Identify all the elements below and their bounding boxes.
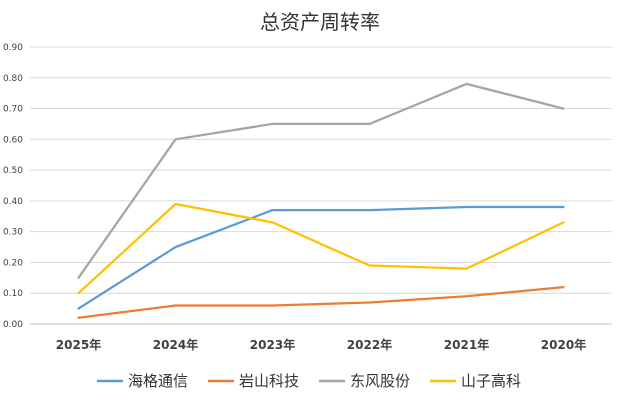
y-tick-label: 0.30 [3, 228, 23, 238]
x-tick-label: 2025年 [56, 337, 101, 352]
y-tick-label: 0.60 [3, 135, 23, 145]
legend-label: 岩山科技 [239, 372, 299, 390]
x-tick-label: 2024年 [153, 337, 198, 352]
chart-title: 总资产周转率 [260, 10, 380, 34]
y-tick-label: 0.50 [3, 166, 23, 176]
y-tick-label: 0.00 [3, 320, 23, 330]
series-line [77, 285, 565, 319]
legend-label: 海格通信 [128, 372, 188, 390]
x-tick-label: 2021年 [444, 337, 489, 352]
series-line [77, 205, 565, 310]
legend-label: 东风股份 [350, 372, 410, 390]
y-tick-label: 0.90 [3, 43, 23, 53]
y-tick-label: 0.40 [3, 197, 23, 207]
y-tick-label: 0.70 [3, 105, 23, 115]
series-line [77, 202, 565, 295]
y-tick-label: 0.10 [3, 289, 23, 299]
legend-label: 山子高科 [461, 372, 521, 390]
x-tick-label: 2023年 [250, 337, 295, 352]
x-tick-label: 2020年 [541, 337, 586, 352]
y-tick-label: 0.20 [3, 258, 23, 268]
y-tick-label: 0.80 [3, 74, 23, 84]
series-line [77, 82, 565, 279]
x-tick-label: 2022年 [347, 337, 392, 352]
